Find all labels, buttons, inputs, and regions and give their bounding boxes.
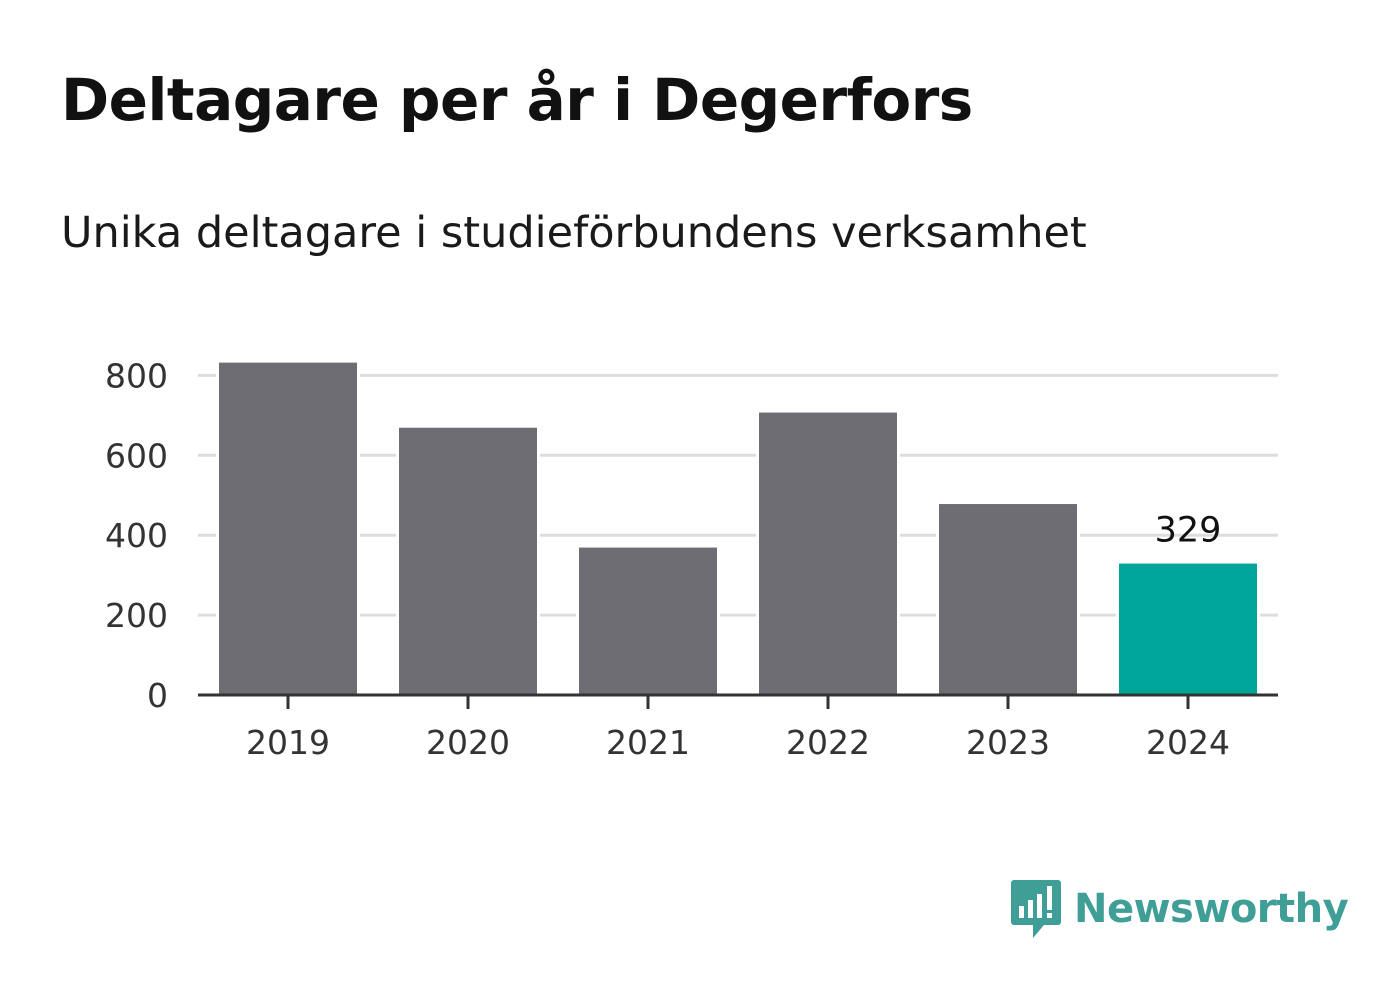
x-tick-label: 2021	[606, 723, 690, 762]
data-label: 329	[1155, 511, 1222, 551]
x-axis-ticks: 2019 2020 2021 2022 2023 2024	[246, 695, 1230, 762]
chat-bar-chart-icon	[1011, 880, 1061, 938]
y-tick-label: 200	[105, 596, 168, 635]
bar-2022	[759, 412, 897, 695]
gridlines	[198, 373, 1278, 617]
bar-2021	[579, 547, 717, 695]
brand-logo: Newsworthy	[1010, 878, 1349, 940]
bar-2019	[219, 362, 357, 695]
bar-2023	[939, 504, 1077, 695]
y-axis-ticks: 0 200 400 600 800	[105, 356, 168, 715]
y-tick-label: 400	[105, 516, 168, 555]
x-tick-label: 2019	[246, 723, 330, 762]
y-tick-label: 0	[147, 676, 168, 715]
x-tick-label: 2024	[1146, 723, 1230, 762]
x-tick-label: 2022	[786, 723, 870, 762]
x-tick-label: 2020	[426, 723, 510, 762]
x-tick-label: 2023	[966, 723, 1050, 762]
data-labels: 329	[1155, 511, 1222, 551]
bars	[216, 359, 1260, 695]
brand-name: Newsworthy	[1074, 886, 1349, 932]
bar-2024	[1119, 563, 1257, 695]
y-tick-label: 800	[105, 356, 168, 395]
chart-title: Deltagare per år i Degerfors	[61, 66, 973, 134]
y-tick-label: 600	[105, 436, 168, 475]
chart-subtitle: Unika deltagare i studieförbundens verks…	[61, 208, 1087, 258]
bar-2020	[399, 427, 537, 695]
